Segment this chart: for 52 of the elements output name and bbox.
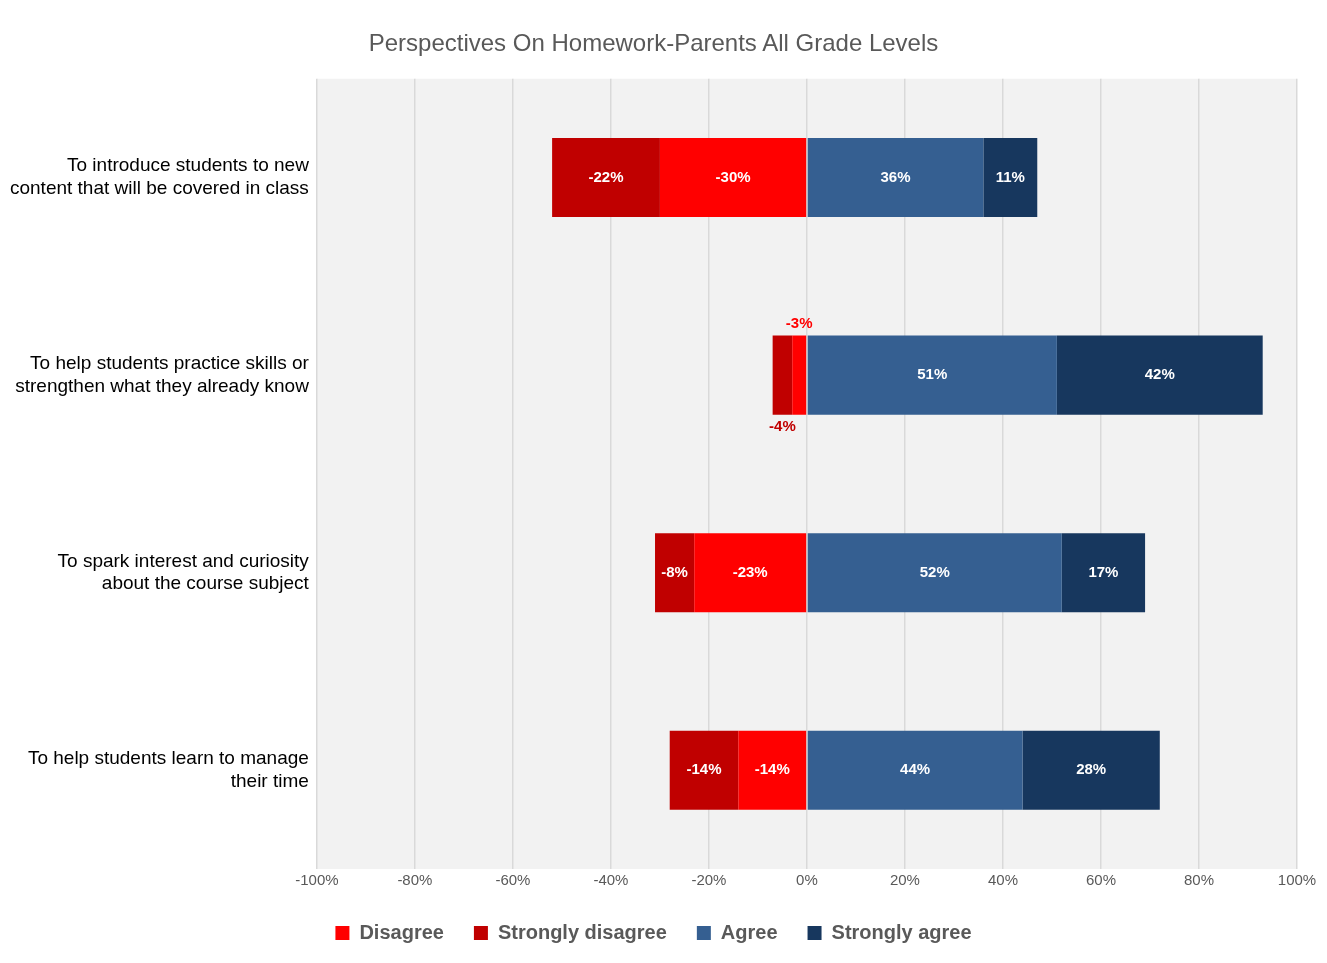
- legend-label: Strongly disagree: [497, 920, 667, 943]
- bar: [807, 533, 1062, 613]
- y-tick-label: To spark interest and curiosity about the course subject: [57, 549, 310, 594]
- x-tick-label: -80%: [397, 871, 433, 889]
- bar: [1061, 533, 1146, 613]
- data-label: -14%: [754, 760, 790, 778]
- bar: [1056, 335, 1263, 415]
- x-tick-label: 80%: [1183, 871, 1214, 889]
- chart-title: Perspectives On Homework-Parents All Grade Levels: [368, 29, 939, 57]
- bar: [807, 335, 1057, 415]
- legend-label: Agree: [720, 920, 778, 943]
- data-label: -3%: [785, 313, 813, 331]
- bar: [1022, 730, 1160, 810]
- legend-label: Disagree: [359, 920, 444, 943]
- x-tick-label: -100%: [295, 871, 339, 889]
- bar: [772, 335, 793, 415]
- bar: [983, 138, 1038, 218]
- data-label: 42%: [1144, 365, 1175, 383]
- data-label: 44%: [900, 760, 931, 778]
- bar: [694, 533, 807, 613]
- bar: [659, 138, 807, 218]
- x-tick-label: -40%: [593, 871, 629, 889]
- bar: [807, 138, 984, 218]
- x-tick-label: 40%: [987, 871, 1018, 889]
- bar: [669, 730, 739, 810]
- x-tick-label: 60%: [1085, 871, 1116, 889]
- bar: [655, 533, 695, 613]
- x-tick-label: -60%: [495, 871, 531, 889]
- data-label: -8%: [661, 562, 688, 580]
- x-tick-label: 20%: [889, 871, 920, 889]
- data-label: 28%: [1076, 760, 1107, 778]
- data-label: -22%: [588, 167, 624, 185]
- data-label: -30%: [715, 167, 751, 185]
- data-label: -23%: [732, 562, 768, 580]
- data-label: 51%: [917, 365, 948, 383]
- x-tick-label: 100%: [1277, 871, 1317, 889]
- data-label: 36%: [880, 167, 911, 185]
- data-label: 11%: [995, 167, 1025, 185]
- data-label: 52%: [919, 562, 950, 580]
- bar: [792, 335, 807, 415]
- bar: [552, 138, 660, 218]
- bar: [807, 730, 1023, 810]
- legend-label: Strongly agree: [831, 920, 972, 943]
- data-label: -14%: [686, 760, 722, 778]
- data-label: -4%: [769, 416, 796, 434]
- x-tick-label: -20%: [691, 871, 727, 889]
- y-tick-label: To introduce students to new content that will be covered in class: [9, 154, 310, 199]
- bar: [738, 730, 807, 810]
- y-tick-label: To help students learn to manage their time: [27, 747, 309, 791]
- x-tick-label: 0%: [796, 871, 818, 889]
- data-label: 17%: [1088, 562, 1119, 580]
- y-tick-label: To help students practice skills or strengthen what they already know: [15, 351, 310, 396]
